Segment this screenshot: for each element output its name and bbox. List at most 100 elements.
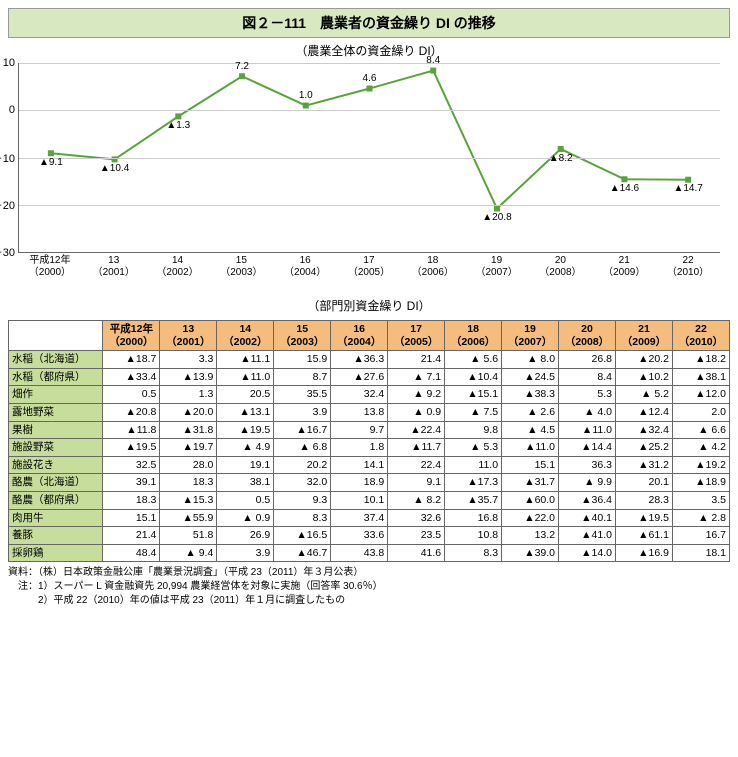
table-cell: ▲11.0 bbox=[502, 439, 559, 457]
table-cell: 11.0 bbox=[445, 456, 502, 474]
table-cell: ▲11.1 bbox=[217, 351, 274, 369]
table-cell: 10.1 bbox=[331, 491, 388, 509]
x-tick-label: 18（2006） bbox=[401, 253, 465, 279]
table-cell: 28.0 bbox=[160, 456, 217, 474]
x-tick-label: 20（2008） bbox=[529, 253, 593, 279]
table-cell: 0.5 bbox=[217, 491, 274, 509]
table-cell: ▲55.9 bbox=[160, 509, 217, 527]
table-cell: ▲19.5 bbox=[103, 439, 160, 457]
table-cell: ▲14.4 bbox=[559, 439, 616, 457]
table-cell: ▲46.7 bbox=[274, 544, 331, 562]
table-cell: 1.3 bbox=[160, 386, 217, 404]
x-tick-label: 15（2003） bbox=[209, 253, 273, 279]
table-cell: ▲ 9.9 bbox=[559, 474, 616, 492]
point-label: 7.2 bbox=[235, 61, 249, 72]
row-header: 果樹 bbox=[9, 421, 103, 439]
table-header: 18（2006） bbox=[445, 321, 502, 351]
table-cell: 43.8 bbox=[331, 544, 388, 562]
table-cell: 32.6 bbox=[388, 509, 445, 527]
x-tick-label: 22（2010） bbox=[656, 253, 720, 279]
table-cell: ▲16.7 bbox=[274, 421, 331, 439]
point-label: 8.4 bbox=[426, 55, 440, 66]
table-cell: ▲16.5 bbox=[274, 527, 331, 545]
table-cell: ▲16.9 bbox=[615, 544, 672, 562]
point-label: ▲14.6 bbox=[610, 183, 639, 194]
table-cell: 35.5 bbox=[274, 386, 331, 404]
table-cell: 21.4 bbox=[103, 527, 160, 545]
table-cell: ▲32.4 bbox=[615, 421, 672, 439]
row-header: 露地野菜 bbox=[9, 403, 103, 421]
table-cell: ▲19.7 bbox=[160, 439, 217, 457]
note-line: 資料：（株）日本政策金融公庫「農業景況調査」（平成 23（2011）年３月公表） bbox=[8, 566, 730, 580]
table-cell: 36.3 bbox=[559, 456, 616, 474]
table-cell: ▲13.1 bbox=[217, 403, 274, 421]
table-cell: ▲19.2 bbox=[672, 456, 729, 474]
table-cell: ▲17.3 bbox=[445, 474, 502, 492]
table-cell: 32.0 bbox=[274, 474, 331, 492]
table-cell: 20.1 bbox=[615, 474, 672, 492]
table-cell: 0.5 bbox=[103, 386, 160, 404]
table-cell: ▲22.0 bbox=[502, 509, 559, 527]
table-cell: 51.8 bbox=[160, 527, 217, 545]
table-cell: 15.1 bbox=[103, 509, 160, 527]
table-cell: ▲60.0 bbox=[502, 491, 559, 509]
table-cell: 39.1 bbox=[103, 474, 160, 492]
table-cell: ▲11.7 bbox=[388, 439, 445, 457]
line-chart: 100－10－20－30 ▲9.1▲10.4▲1.37.21.04.68.4▲2… bbox=[18, 63, 720, 253]
row-header: 酪農（北海道） bbox=[9, 474, 103, 492]
data-table: 平成12年（2000）13（2001）14（2002）15（2003）16（20… bbox=[8, 320, 730, 562]
table-header: 14（2002） bbox=[217, 321, 274, 351]
table-cell: ▲ 0.9 bbox=[217, 509, 274, 527]
table-header: 16（2004） bbox=[331, 321, 388, 351]
table-cell: 15.9 bbox=[274, 351, 331, 369]
table-cell: ▲31.8 bbox=[160, 421, 217, 439]
table-cell: 3.9 bbox=[274, 403, 331, 421]
table-cell: ▲ 5.6 bbox=[445, 351, 502, 369]
table-cell: 20.5 bbox=[217, 386, 274, 404]
row-header: 水稲（都府県） bbox=[9, 368, 103, 386]
table-cell: ▲25.2 bbox=[615, 439, 672, 457]
table-cell: 33.6 bbox=[331, 527, 388, 545]
table-cell: ▲18.2 bbox=[672, 351, 729, 369]
table-cell: ▲ 2.6 bbox=[502, 403, 559, 421]
table-cell: ▲ 2.8 bbox=[672, 509, 729, 527]
table-cell: ▲40.1 bbox=[559, 509, 616, 527]
point-label: ▲14.7 bbox=[673, 183, 702, 194]
footnotes: 資料：（株）日本政策金融公庫「農業景況調査」（平成 23（2011）年３月公表）… bbox=[8, 566, 730, 608]
table-cell: 9.8 bbox=[445, 421, 502, 439]
table-cell: 10.8 bbox=[445, 527, 502, 545]
point-label: ▲9.1 bbox=[39, 157, 63, 168]
y-tick-label: －10 bbox=[0, 150, 15, 166]
table-cell: ▲ 6.6 bbox=[672, 421, 729, 439]
table-cell: 13.2 bbox=[502, 527, 559, 545]
table-header: 21（2009） bbox=[615, 321, 672, 351]
table-cell: 37.4 bbox=[331, 509, 388, 527]
table-cell: ▲11.8 bbox=[103, 421, 160, 439]
table-cell: ▲35.7 bbox=[445, 491, 502, 509]
table-cell: ▲11.0 bbox=[559, 421, 616, 439]
table-cell: ▲ 7.1 bbox=[388, 368, 445, 386]
table-header: 20（2008） bbox=[559, 321, 616, 351]
note-line: 注：1）スーパー L 資金融資先 20,994 農業経営体を対象に実施（回答率 … bbox=[8, 580, 730, 594]
table-cell: 22.4 bbox=[388, 456, 445, 474]
x-tick-label: 13（2001） bbox=[82, 253, 146, 279]
table-cell: 8.7 bbox=[274, 368, 331, 386]
x-tick-label: 平成12年（2000） bbox=[18, 253, 82, 279]
table-cell: ▲ 9.4 bbox=[160, 544, 217, 562]
table-cell: 3.3 bbox=[160, 351, 217, 369]
table-cell: ▲12.0 bbox=[672, 386, 729, 404]
table-cell: ▲20.2 bbox=[615, 351, 672, 369]
table-cell: 18.1 bbox=[672, 544, 729, 562]
table-cell: ▲ 7.5 bbox=[445, 403, 502, 421]
table-cell: ▲20.0 bbox=[160, 403, 217, 421]
table-cell: ▲18.9 bbox=[672, 474, 729, 492]
table-cell: ▲22.4 bbox=[388, 421, 445, 439]
x-tick-label: 21（2009） bbox=[592, 253, 656, 279]
table-cell: ▲27.6 bbox=[331, 368, 388, 386]
table-cell: ▲38.1 bbox=[672, 368, 729, 386]
table-cell: ▲13.9 bbox=[160, 368, 217, 386]
table-header: 17（2005） bbox=[388, 321, 445, 351]
table-cell: 21.4 bbox=[388, 351, 445, 369]
table-cell: 18.9 bbox=[331, 474, 388, 492]
table-cell: ▲ 5.2 bbox=[615, 386, 672, 404]
